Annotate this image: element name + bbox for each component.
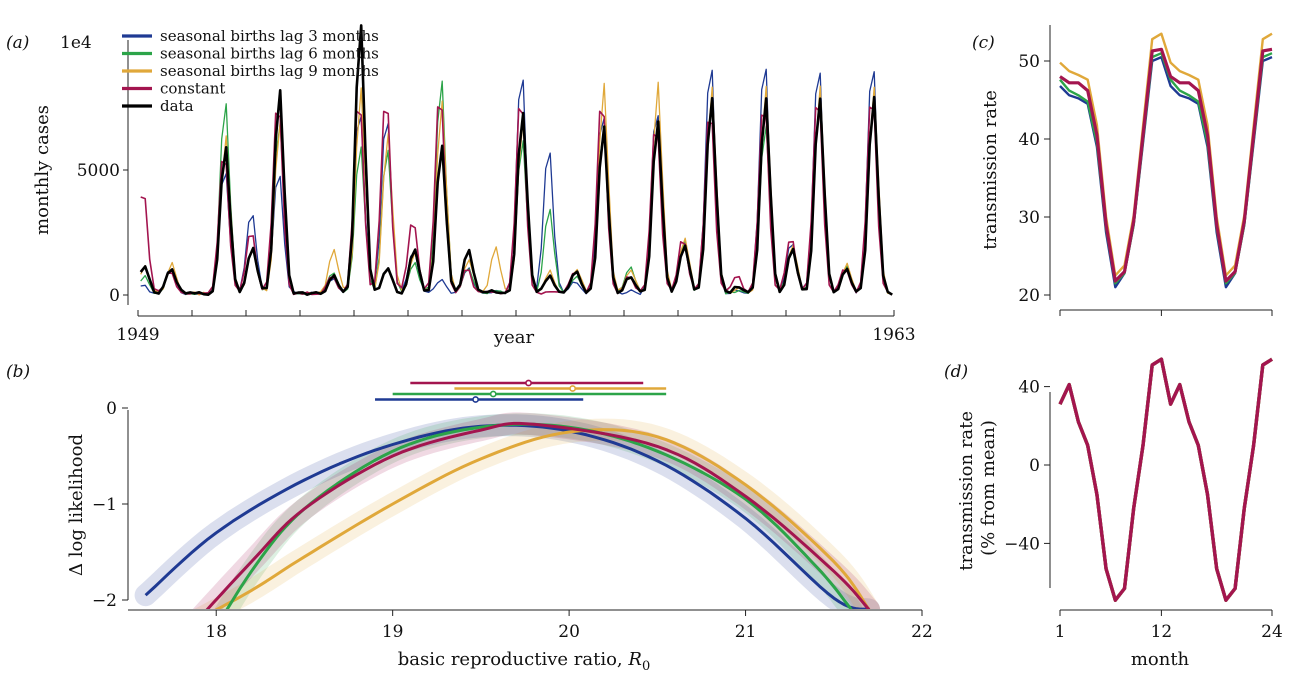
panel-a-ytick-5000: 5000 [77,161,120,181]
panel-d-xtick-24: 24 [1261,622,1283,642]
panel-a-minor-ticks [137,310,895,316]
panel-d-line-seasonal-births-lag-3-months [1058,357,1273,602]
panel-d-ytick-2: −40 [1004,534,1040,554]
panel-a-ylabel: monthly cases [32,105,53,235]
panel-c-transmission-chart: 20 30 40 50 transmission rate [980,25,1273,316]
panel-b-series-lines [134,412,881,609]
panel-d-ticks: 40 0 −40 1 12 24 [1004,378,1283,642]
panel-c-ytick-20: 20 [1018,286,1040,306]
legend-label-seasonal-births-lag-6-months: seasonal births lag 6 months [160,45,379,63]
panel-b-mle-point-seasonal-births-lag-6-months [489,390,497,398]
panel-b-ylabel: Δ log likelihood [66,434,87,576]
panel-b-ytick-1: −1 [92,495,117,515]
panel-b-xtick-19: 19 [382,622,404,642]
panel-d-ytick-0: 40 [1018,378,1040,398]
panel-c-ylabel: transmission rate [980,90,1001,250]
legend-label-data: data [160,97,194,115]
panel-d-line-seasonal-births-lag-6-months [1058,357,1273,602]
panel-b-xlabel: basic reproductive ratio, R0 [398,649,650,674]
panel-c-ytick-50: 50 [1018,52,1040,72]
panel-a-cases-chart: 1e4 5000 0 1949 1963 year monthly cases … [32,24,916,348]
panel-d-ylabel: transmission rate (% from mean) [956,405,999,571]
panel-a-line-data [139,24,893,296]
panel-label-d: (d) [944,362,968,382]
panel-b-xtick-21: 21 [735,622,757,642]
panel-d-xtick-12: 12 [1151,622,1173,642]
panel-label-a: (a) [6,33,29,53]
panel-b-confidence-intervals [375,379,667,403]
legend-label-constant: constant [160,80,225,98]
panel-d-line-seasonal-births-lag-9-months [1058,357,1273,602]
panel-b-likelihood-chart: 18 19 20 21 22 0 −1 −2 basic reproductive ratio… [66,379,933,674]
panel-b-ytick-0: 0 [106,399,117,419]
panel-a-ytick-0: 0 [109,286,120,306]
panel-a-series-lines [139,24,893,296]
panel-a-xtick-1963: 1963 [872,325,915,345]
panel-c-line-constant [1059,47,1273,283]
panel-b-ticks: 18 19 20 21 22 0 −1 −2 [92,399,933,642]
panel-a-xtick-1949: 1949 [116,325,159,345]
panel-b-plot-area [134,412,881,609]
panel-a-xlabel: year [493,327,535,348]
panel-d-xlabel: month [1131,649,1190,670]
panel-a-y-exponent: 1e4 [60,33,92,53]
panel-d-transmission-pct-chart: 40 0 −40 1 12 24 month transmission rate (% f… [956,357,1283,670]
panel-b-mle-point-constant [525,379,532,387]
panel-b-xtick-20: 20 [558,622,580,642]
panel-d-line-constant [1058,357,1273,602]
panel-b-xtick-22: 22 [911,622,933,642]
panel-c-series-lines [1059,32,1273,289]
panel-c-ytick-30: 30 [1018,208,1040,228]
panel-b-mle-point-seasonal-births-lag-9-months [569,385,577,392]
panel-d-series-lines [1058,357,1273,602]
panel-b-xtick-18: 18 [205,622,227,642]
panel-b-ytick-2: −2 [92,591,117,611]
panel-c-ticks: 20 30 40 50 [1018,52,1273,316]
panel-d-ytick-1: 0 [1029,456,1040,476]
legend-label-seasonal-births-lag-3-months: seasonal births lag 3 months [160,27,379,45]
panel-c-ytick-40: 40 [1018,130,1040,150]
panel-label-c: (c) [972,33,995,53]
panel-b-line-seasonal-births-lag-9-months [214,428,871,609]
panel-b-mle-point-seasonal-births-lag-3-months [472,396,479,403]
panel-label-b: (b) [6,362,30,382]
panel-d-xtick-1: 1 [1055,622,1066,642]
panel-b-line-constant [205,421,871,609]
legend-label-seasonal-births-lag-9-months: seasonal births lag 9 months [160,62,379,80]
